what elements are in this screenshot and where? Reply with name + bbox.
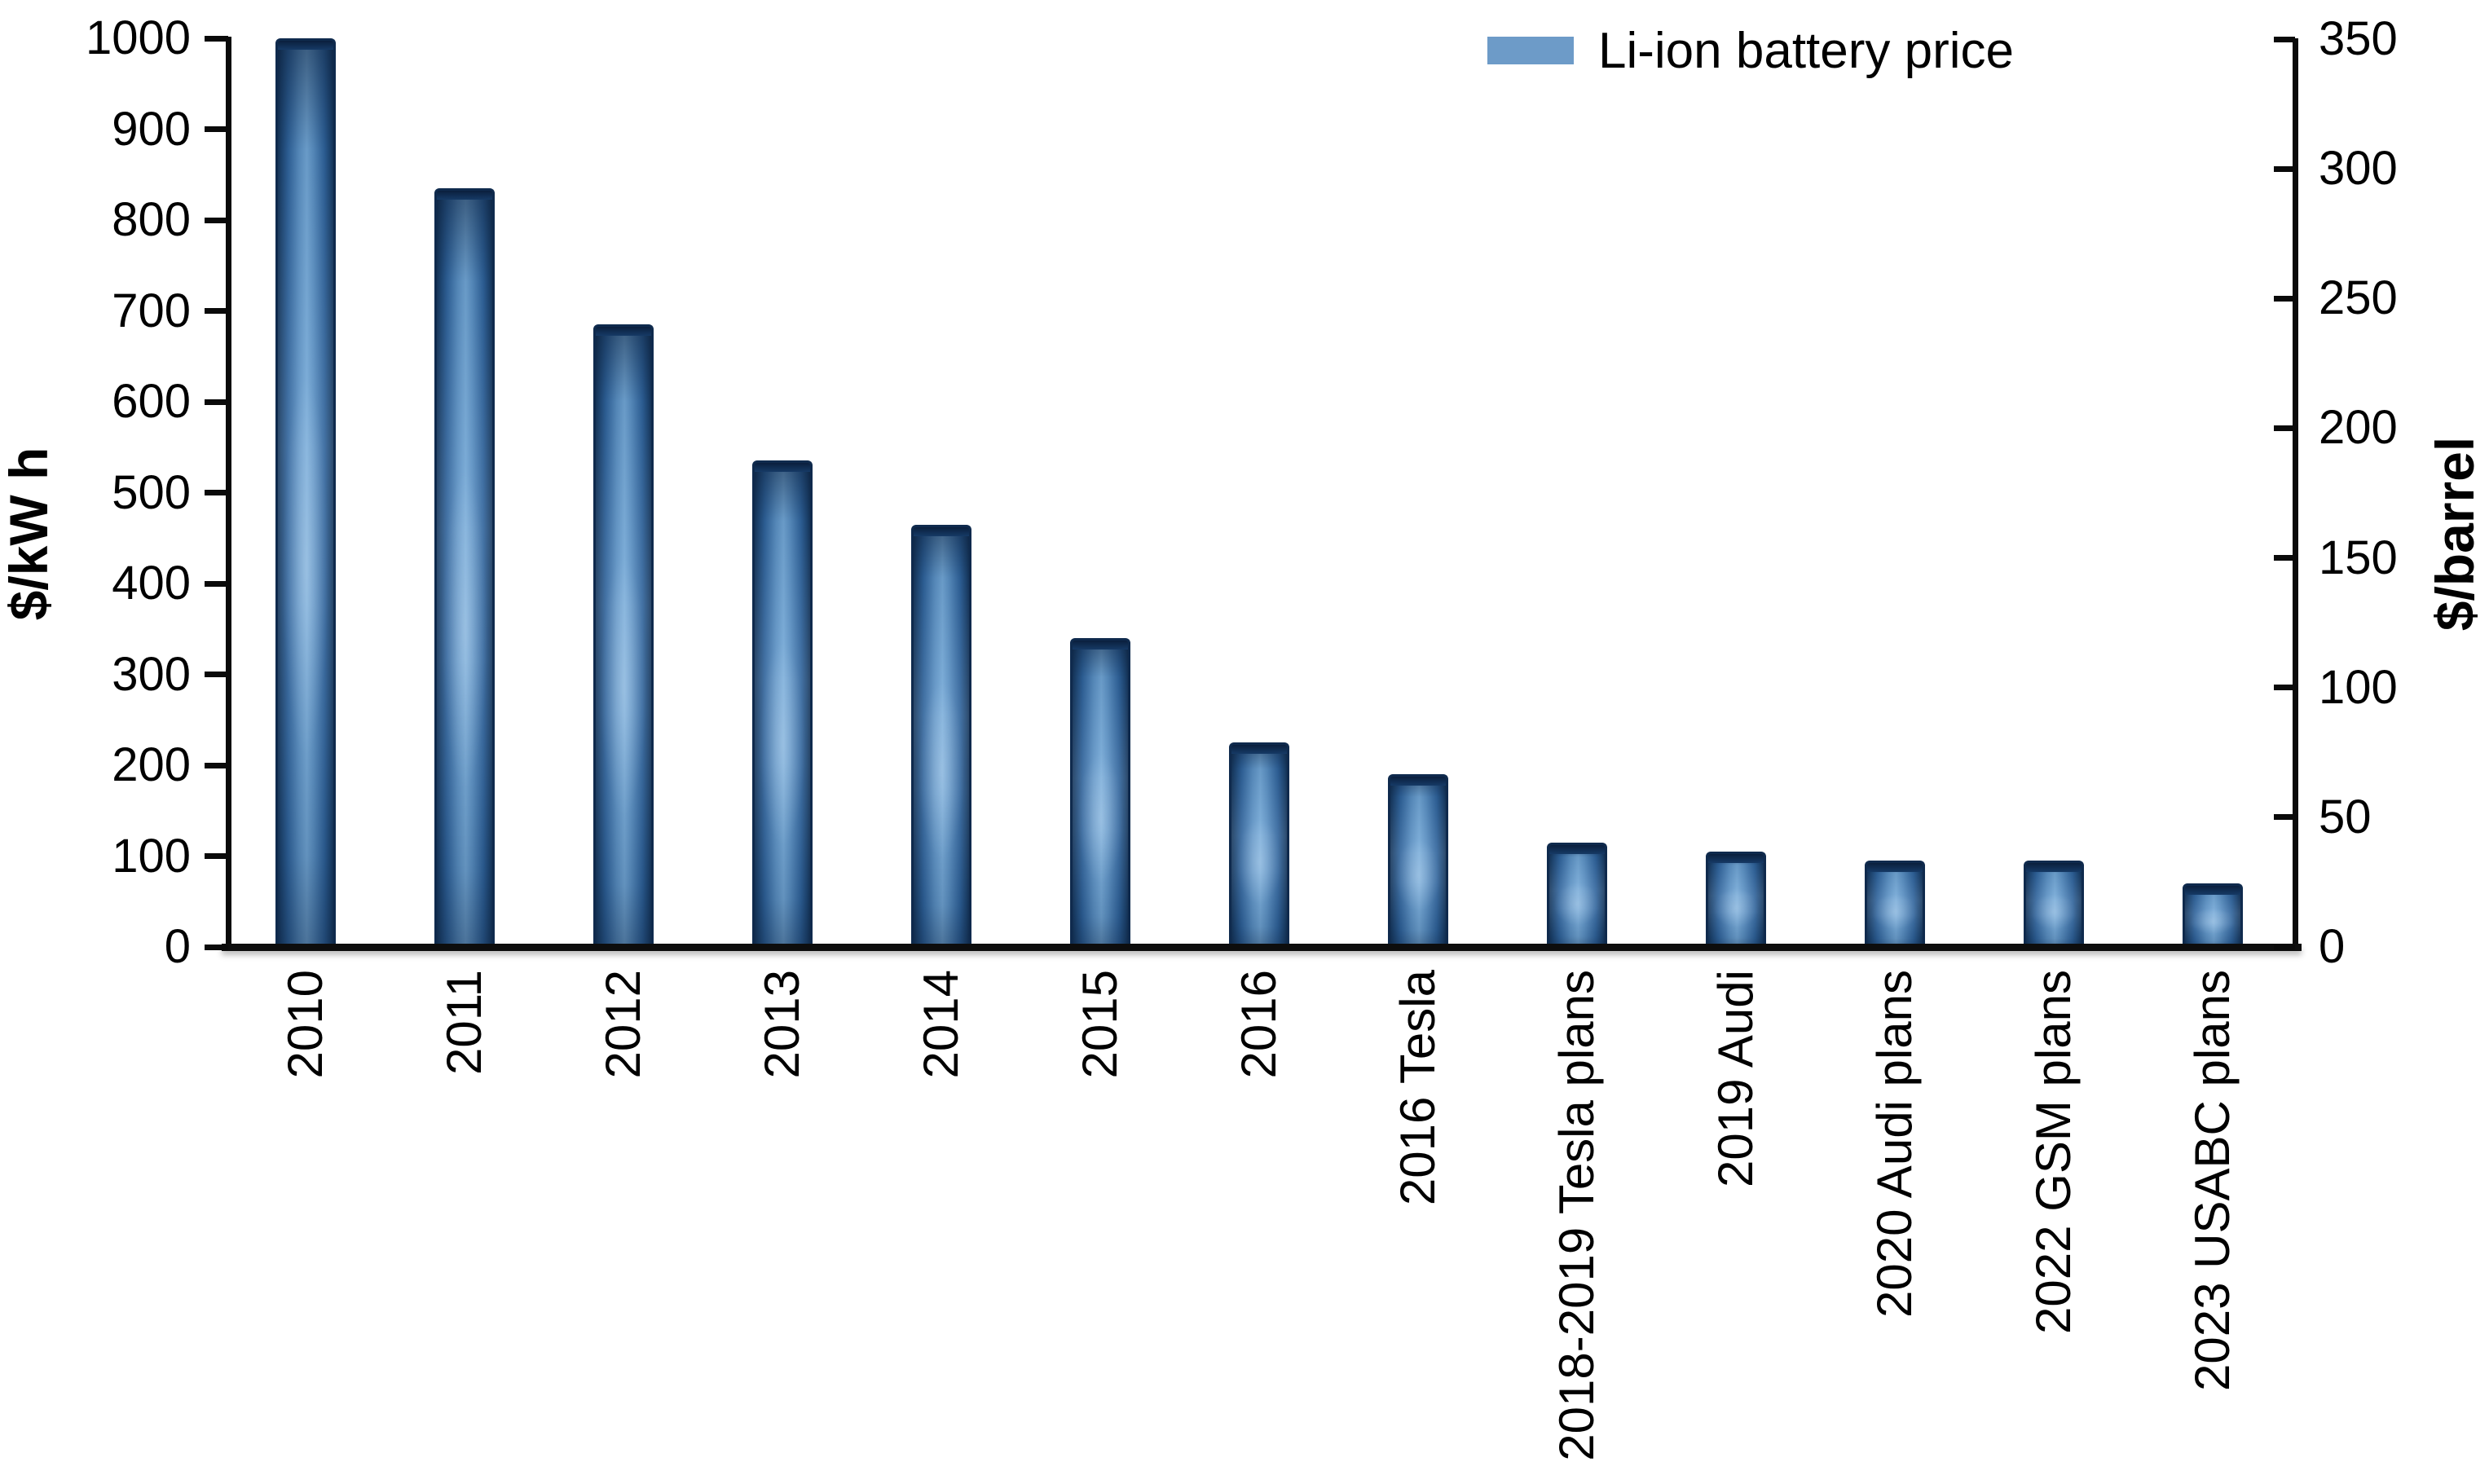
left-axis-tick-label: 900 (112, 103, 191, 156)
category-slot: 2020 Audi plans (1816, 38, 1975, 1318)
left-axis-tick (205, 308, 228, 314)
right-axis-tick (2274, 296, 2295, 302)
x-axis-category-label: 2023 USABC plans (2185, 970, 2240, 1391)
right-axis-tick-label: 100 (2319, 661, 2398, 714)
x-axis-category-label: 2020 Audi plans (1867, 970, 1923, 1319)
bar-2012 (593, 324, 654, 947)
left-axis-tick (205, 218, 228, 223)
x-axis-category-label: 2019 Audi (1708, 970, 1764, 1187)
left-axis-tick-label: 100 (112, 830, 191, 883)
left-axis-tick-label: 0 (164, 920, 191, 973)
left-axis-tick (205, 399, 228, 405)
category-slot: 2016 Tesla (1339, 38, 1498, 1205)
category-slot: 2019 Audi (1657, 38, 1816, 1187)
left-axis-tick-label: 600 (112, 375, 191, 428)
bar-2020-audi-plans (1865, 861, 1926, 947)
category-slot: 2023 USABC plans (2134, 38, 2293, 1391)
category-slot: 2016 (1179, 38, 1338, 1078)
left-axis-tick-label: 300 (112, 648, 191, 701)
left-axis-tick (205, 763, 228, 768)
left-axis-tick (205, 581, 228, 587)
category-slot: 2015 (1020, 38, 1179, 1078)
left-axis-tick (205, 126, 228, 132)
category-slot: 2022 GSM plans (1975, 38, 2134, 1334)
right-axis-tick (2274, 945, 2295, 950)
right-axis-tick (2274, 555, 2295, 561)
right-axis-tick-label: 0 (2319, 920, 2346, 973)
right-axis-tick (2274, 37, 2295, 42)
x-axis-category-label: 2016 Tesla (1390, 970, 1446, 1206)
bar-2016 (1229, 742, 1289, 947)
left-axis-tick (205, 36, 228, 42)
right-axis-tick (2274, 166, 2295, 172)
bar-2011 (434, 187, 495, 947)
left-axis-tick-label: 800 (112, 193, 191, 246)
right-axis-tick-label: 250 (2319, 271, 2398, 324)
right-axis-tick-label: 300 (2319, 142, 2398, 195)
left-axis-tick-label: 700 (112, 284, 191, 337)
x-axis-category-label: 2013 (754, 970, 809, 1079)
bar-2010 (275, 38, 336, 947)
legend-swatch-icon (1487, 37, 1574, 64)
x-axis-line (222, 944, 2302, 951)
bar-2022-gsm-plans (2024, 861, 2085, 947)
category-slot: 2014 (861, 38, 1020, 1078)
bar-2014 (910, 524, 971, 947)
left-axis-tick (205, 672, 228, 677)
bar-2019-audi (1706, 851, 1767, 947)
right-axis-line (2293, 38, 2298, 949)
x-axis-category-label: 2015 (1072, 970, 1127, 1079)
right-axis-tick (2274, 685, 2295, 690)
bar-2013 (751, 460, 813, 947)
left-axis-tick (205, 853, 228, 859)
category-slot: 2013 (703, 38, 861, 1078)
left-axis-tick (205, 490, 228, 495)
x-axis-category-label: 2010 (277, 970, 333, 1079)
bar-2016-tesla (1388, 774, 1449, 947)
legend-label: Li-ion battery price (1598, 22, 2015, 79)
left-axis-tick-label: 200 (112, 738, 191, 791)
bar-2023-usabc-plans (2183, 883, 2244, 947)
category-slot: 2018-2019 Tesla plans (1498, 38, 1657, 1461)
bar-2018-2019-tesla-plans (1547, 842, 1608, 947)
category-slot: 2010 (226, 38, 385, 1078)
left-axis-line (226, 37, 231, 949)
left-axis-tick-label: 500 (112, 466, 191, 519)
right-axis-tick-label: 150 (2319, 531, 2398, 584)
left-axis-tick-label: 400 (112, 557, 191, 610)
right-axis-tick (2274, 814, 2295, 820)
x-axis-category-label: 2016 (1231, 970, 1287, 1079)
x-axis-category-label: 2022 GSM plans (2026, 970, 2082, 1334)
category-slot: 2011 (385, 38, 544, 1075)
left-axis-tick-label: 1000 (85, 11, 191, 64)
x-axis-category-label: 2011 (436, 970, 491, 1076)
legend: Li-ion battery price (1487, 16, 2014, 85)
right-axis-tick (2274, 425, 2295, 431)
x-axis-category-label: 2014 (913, 970, 968, 1079)
x-axis-category-label: 2012 (595, 970, 650, 1079)
bar-2015 (1069, 637, 1130, 947)
category-slot: 2012 (544, 38, 703, 1078)
right-axis-tick-label: 350 (2319, 12, 2398, 65)
right-axis-tick-label: 200 (2319, 401, 2398, 454)
plot-area: 2010 2011 2012 2013 2014 2015 2016 2016 Tesla 20… (226, 38, 2293, 1461)
left-axis-tick (205, 945, 228, 950)
right-axis-tick-label: 50 (2319, 790, 2372, 843)
x-axis-category-label: 2018-2019 Tesla plans (1549, 970, 1605, 1461)
